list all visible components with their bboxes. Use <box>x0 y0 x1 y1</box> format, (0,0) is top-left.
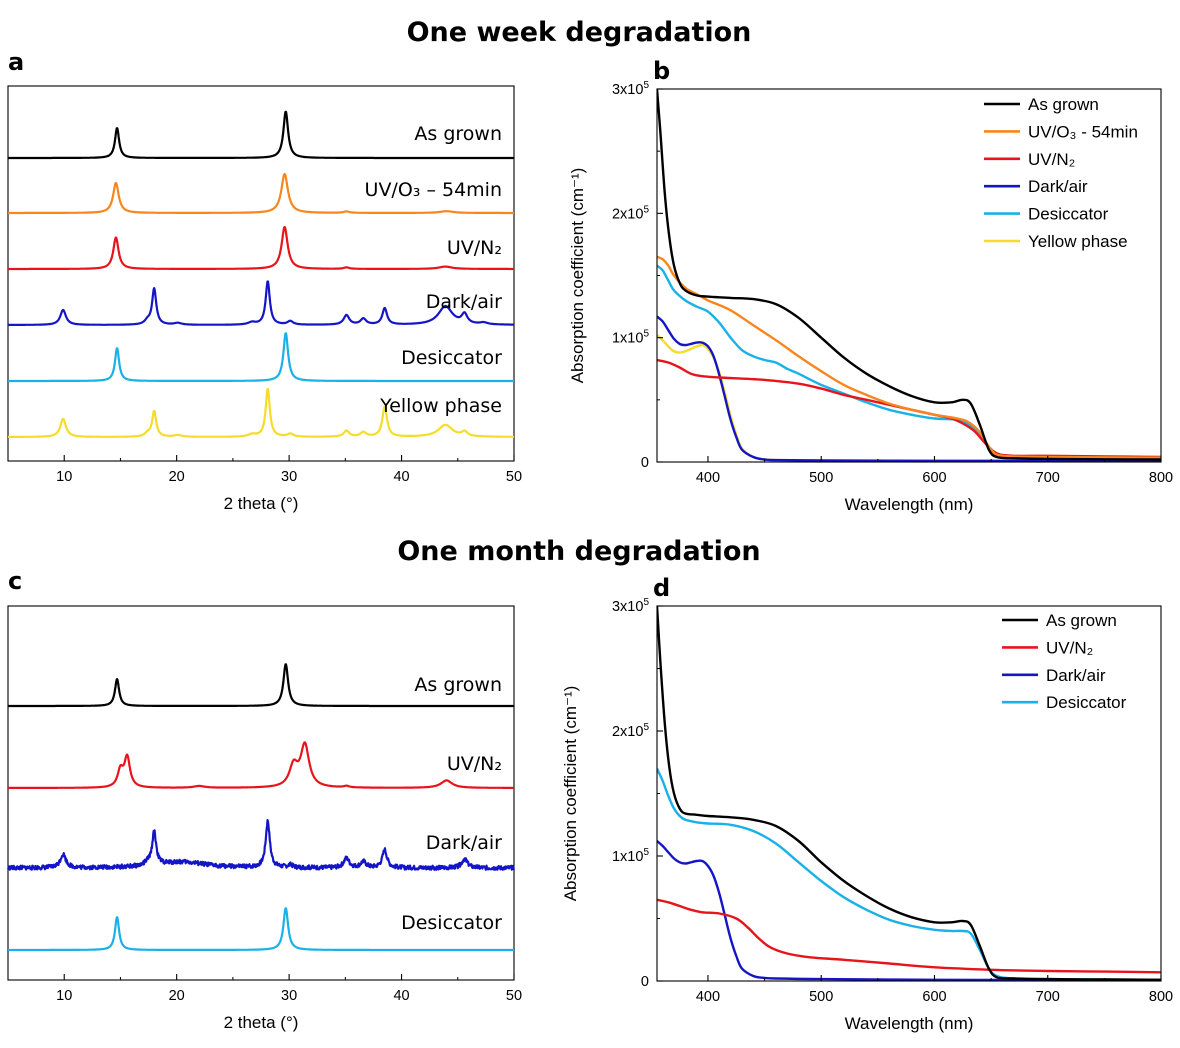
legend-label-dark-air: Dark/air <box>1046 666 1106 685</box>
trace-label-desiccator: Desiccator <box>401 912 502 934</box>
xrd-week-plot: As grown UV/O₃ – 54min UV/N₂ Dark/air Desicc… <box>7 85 522 513</box>
legend: As grown UV/O₃ - 54min UV/N₂ Dark/air Desicc… <box>984 95 1138 251</box>
x-tick-label: 800 <box>1149 470 1173 486</box>
x-axis-label: Wavelength (nm) <box>845 1014 974 1033</box>
y-tick-label: 1x105 <box>612 847 649 865</box>
panel-label-b: b <box>653 57 670 85</box>
legend: As grown UV/N₂ Dark/air Desiccator <box>1002 611 1127 712</box>
legend-label-uv-n2: UV/N₂ <box>1046 638 1093 657</box>
x-axis-label: Wavelength (nm) <box>845 495 974 514</box>
x-tick-label: 600 <box>922 989 946 1005</box>
section-title-month: One month degradation <box>397 536 760 567</box>
trace-label-as-grown: As grown <box>414 674 502 696</box>
x-tick-label: 800 <box>1149 989 1173 1005</box>
trace-as-grown <box>7 663 515 708</box>
x-tick-label: 50 <box>506 469 522 485</box>
trace-dark-air <box>7 280 515 326</box>
x-tick-label: 30 <box>281 469 297 485</box>
trace-dark-air <box>6 819 516 871</box>
y-axis-label: Absorption coefficient (cm⁻¹) <box>561 686 580 902</box>
series-uv-n2 <box>657 898 1161 974</box>
absorption-week-plot: 400 500 600 700 800 0 1x105 2x105 3x105 Wavelengt… <box>568 80 1173 514</box>
legend-label-desiccator: Desiccator <box>1028 205 1109 224</box>
x-tick-label: 400 <box>696 989 720 1005</box>
x-tick-label: 20 <box>169 988 185 1004</box>
x-tick-label: 10 <box>56 469 72 485</box>
legend-label-desiccator: Desiccator <box>1046 693 1127 712</box>
series-desiccator <box>657 264 1161 460</box>
legend-label-uv-n2: UV/N₂ <box>1028 150 1075 169</box>
trace-label-uv-o3-54min: UV/O₃ – 54min <box>365 179 502 201</box>
section-title-week: One week degradation <box>407 17 752 48</box>
trace-desiccator <box>7 907 515 952</box>
x-tick-label: 600 <box>922 470 946 486</box>
trace-uv-o3-54min <box>7 172 515 215</box>
series-as-grown <box>657 89 1161 461</box>
legend-label-yellow-phase: Yellow phase <box>1028 232 1128 251</box>
x-tick-label: 20 <box>169 469 185 485</box>
x-tick-label: 400 <box>696 470 720 486</box>
trace-label-dark-air: Dark/air <box>426 291 502 313</box>
y-tick-label: 3x105 <box>612 80 649 98</box>
trace-uv-n2 <box>7 741 515 789</box>
x-tick-label: 40 <box>393 988 409 1004</box>
legend-label-dark-air: Dark/air <box>1028 177 1088 196</box>
xrd-month-plot: As grown UV/N₂ Dark/air Desiccator 10 20 30 40 5… <box>6 605 522 1032</box>
x-tick-label: 50 <box>506 988 522 1004</box>
series-as-grown <box>657 606 1161 981</box>
trace-label-yellow-phase: Yellow phase <box>379 395 502 417</box>
trace-desiccator <box>7 332 515 383</box>
panel-label-c: c <box>8 567 22 595</box>
x-tick-label: 10 <box>56 988 72 1004</box>
y-tick-label: 2x105 <box>612 722 649 740</box>
panel-label-d: d <box>653 574 670 602</box>
x-axis-label: 2 theta (°) <box>224 1013 299 1032</box>
trace-label-uv-n2: UV/N₂ <box>447 753 502 775</box>
x-tick-label: 500 <box>809 470 833 486</box>
absorption-month-plot: 400 500 600 700 800 0 1x105 2x105 3x105 Wavelengt… <box>561 597 1173 1033</box>
y-tick-label: 0 <box>641 455 649 471</box>
plot-frame <box>7 605 515 981</box>
trace-label-as-grown: As grown <box>414 123 502 145</box>
x-axis-label: 2 theta (°) <box>224 494 299 513</box>
plot-frame <box>656 88 1162 463</box>
x-tick-label: 700 <box>1036 470 1060 486</box>
y-axis-label: Absorption coefficient (cm⁻¹) <box>568 168 587 384</box>
trace-uv-n2 <box>7 225 515 271</box>
y-tick-label: 2x105 <box>612 204 649 222</box>
x-tick-label: 700 <box>1036 989 1060 1005</box>
trace-label-dark-air: Dark/air <box>426 832 502 854</box>
x-tick-label: 500 <box>809 989 833 1005</box>
x-tick-label: 40 <box>393 469 409 485</box>
plot-frame <box>7 85 515 462</box>
series-dark-air <box>657 840 1161 981</box>
trace-label-uv-n2: UV/N₂ <box>447 237 502 259</box>
y-tick-label: 3x105 <box>612 597 649 615</box>
series-group <box>657 606 1161 981</box>
y-tick-label: 1x105 <box>612 329 649 347</box>
trace-label-desiccator: Desiccator <box>401 347 502 369</box>
legend-label-as-grown: As grown <box>1028 95 1099 114</box>
trace-as-grown <box>7 110 515 160</box>
legend-label-uv-o3-54min: UV/O₃ - 54min <box>1028 122 1138 141</box>
y-tick-label: 0 <box>641 974 649 990</box>
panel-label-a: a <box>8 48 24 76</box>
series-group <box>657 89 1161 462</box>
legend-label-as-grown: As grown <box>1046 611 1117 630</box>
series-yellow-phase <box>657 334 1161 462</box>
trace-yellow-phase <box>7 388 515 438</box>
x-tick-label: 30 <box>281 988 297 1004</box>
